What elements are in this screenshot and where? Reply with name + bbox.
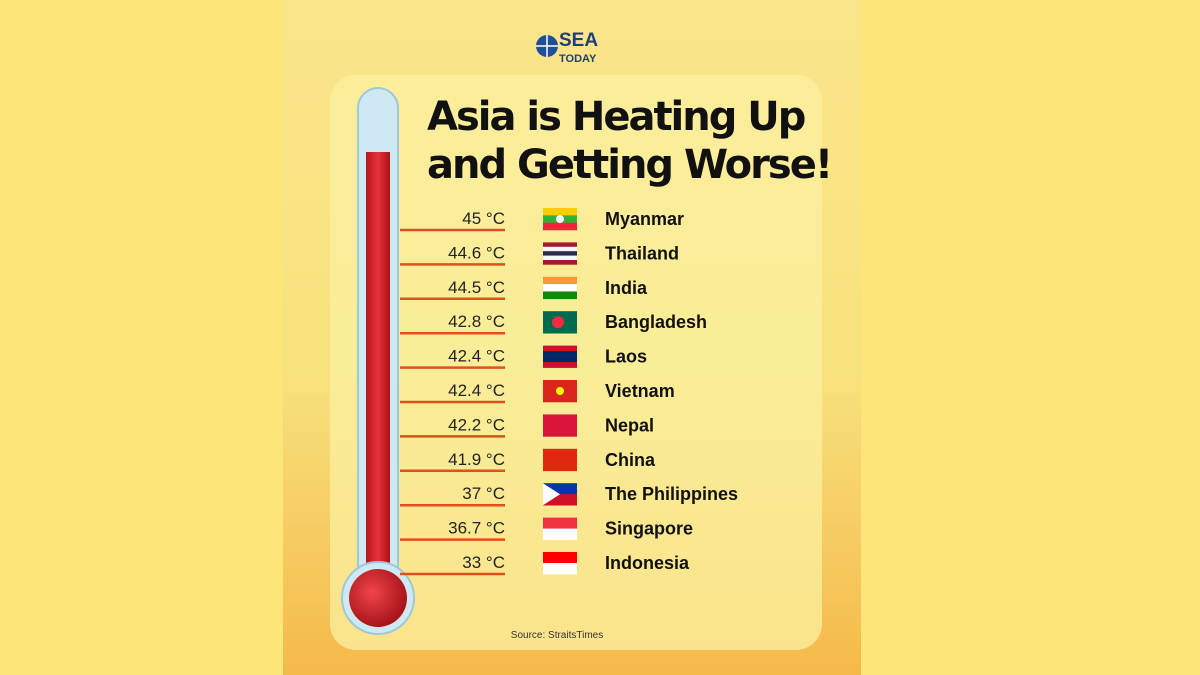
- flag-stripe: [543, 208, 577, 216]
- temperature: 41.9 °C: [448, 450, 505, 469]
- flag-emblem: [556, 387, 564, 395]
- flag-emblem: [552, 316, 564, 329]
- country: The Philippines: [605, 484, 738, 504]
- flag: [543, 483, 577, 506]
- flag-stripe: [543, 351, 577, 357]
- flag-stripe: [543, 260, 577, 265]
- title-line: Asia is Heating Up: [427, 94, 805, 140]
- temperature: 37 °C: [462, 484, 505, 503]
- thermometer: [341, 87, 415, 635]
- country: Bangladesh: [605, 312, 707, 332]
- flag-stripe: [543, 251, 577, 256]
- country: Nepal: [605, 415, 654, 435]
- flag-emblem: [543, 483, 560, 506]
- country: Singapore: [605, 519, 693, 539]
- country: India: [605, 278, 648, 298]
- temperature: 42.2 °C: [448, 415, 505, 434]
- flag-stripe: [543, 483, 577, 495]
- title-line: and Getting Worse!: [427, 142, 831, 188]
- flag-stripe: [543, 291, 577, 300]
- country: Myanmar: [605, 209, 684, 229]
- flag-stripe: [543, 242, 577, 248]
- logo-globe-lines: [536, 35, 558, 57]
- flag-stripe: [543, 448, 577, 472]
- temperature: 44.6 °C: [448, 243, 505, 262]
- flag-emblem: [556, 215, 564, 223]
- flag-stripe: [543, 356, 577, 363]
- flag: [543, 208, 577, 231]
- flag-stripe: [543, 345, 577, 352]
- flag-stripe: [543, 528, 577, 540]
- flag-stripe: [543, 246, 577, 252]
- flag: [543, 276, 577, 300]
- flag-stripe: [543, 255, 577, 261]
- country: Laos: [605, 347, 647, 367]
- flag: [543, 242, 577, 265]
- country: Indonesia: [605, 553, 690, 573]
- temperature: 33 °C: [462, 553, 505, 572]
- flag: [543, 311, 577, 334]
- country: Vietnam: [605, 381, 675, 401]
- flag: [543, 517, 577, 540]
- flag-stripe: [543, 362, 577, 368]
- flag-stripe: [543, 222, 577, 231]
- source: Source: StraitsTimes: [511, 630, 603, 641]
- flag: [543, 414, 577, 437]
- logo-subtext: TODAY: [559, 53, 597, 65]
- flag-stripe: [543, 414, 577, 437]
- flag: [543, 345, 577, 368]
- country: Thailand: [605, 243, 679, 263]
- logo: SEA TODAY: [536, 30, 598, 65]
- flag-stripe: [543, 563, 577, 575]
- flag: [543, 380, 577, 403]
- flag-stripe: [543, 494, 577, 506]
- temperature: 42.4 °C: [448, 347, 505, 366]
- country: China: [605, 450, 656, 470]
- logo-text: SEA: [559, 30, 598, 51]
- temperature: 42.8 °C: [448, 312, 505, 331]
- flag: [543, 552, 577, 575]
- flag-stripe: [543, 284, 577, 292]
- temperature: 45 °C: [462, 209, 505, 228]
- thermometer-bulb: [349, 569, 407, 627]
- temperature: 36.7 °C: [448, 519, 505, 538]
- flag-stripe: [543, 552, 577, 564]
- temperature: 42.4 °C: [448, 381, 505, 400]
- flag-stripe: [543, 517, 577, 529]
- flag-stripe: [543, 276, 577, 285]
- thermometer-mercury: [366, 152, 390, 592]
- temperature: 44.5 °C: [448, 278, 505, 297]
- flag: [543, 448, 577, 472]
